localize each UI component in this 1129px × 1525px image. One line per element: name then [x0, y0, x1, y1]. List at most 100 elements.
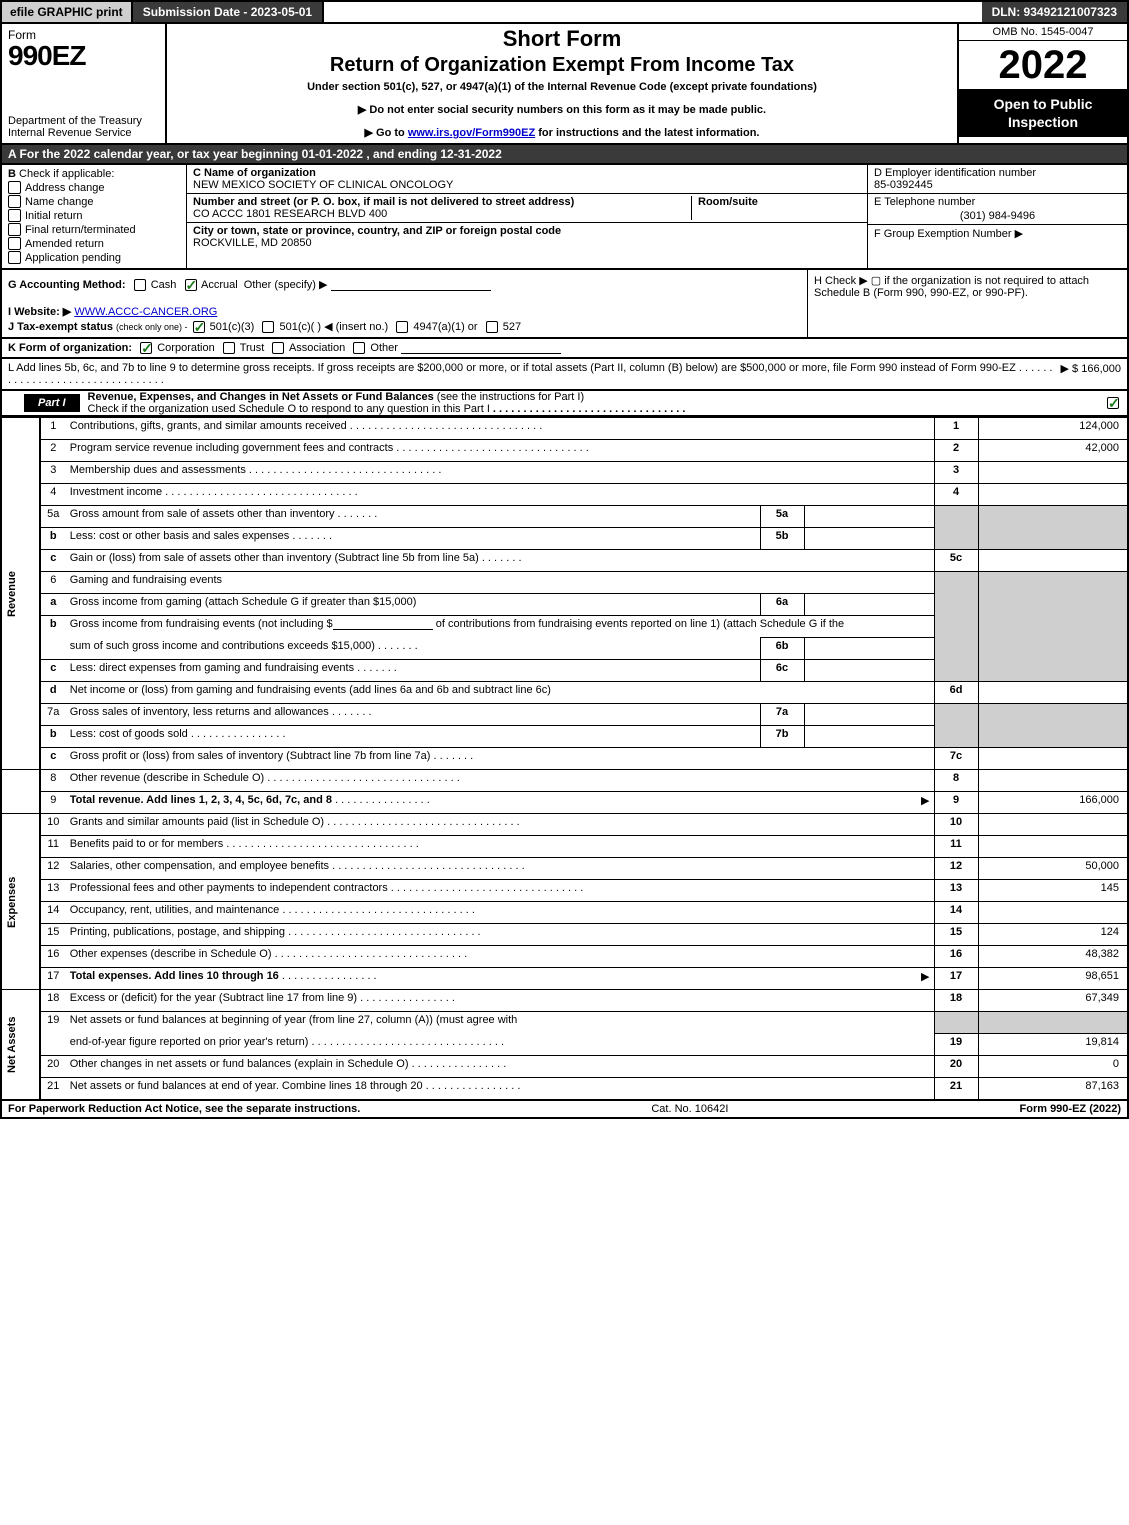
l6b-n: b [40, 616, 66, 660]
checkbox-address-change[interactable] [8, 181, 21, 194]
return-title: Return of Organization Exempt From Incom… [175, 54, 949, 77]
footer-right-pre: Form [1020, 1103, 1051, 1115]
l6a-n: a [40, 594, 66, 616]
k-other-input[interactable] [401, 342, 561, 354]
l7a-n: 7a [40, 704, 66, 726]
l12-d: Salaries, other compensation, and employ… [70, 860, 329, 872]
goto-line: ▶ Go to www.irs.gov/Form990EZ for instru… [175, 126, 949, 139]
checkbox-name-change[interactable] [8, 195, 21, 208]
l3-rn: 3 [934, 462, 978, 484]
website-link[interactable]: WWW.ACCC-CANCER.ORG [74, 306, 217, 318]
l6c-n: c [40, 660, 66, 682]
section-c: C Name of organization NEW MEXICO SOCIET… [187, 165, 867, 268]
l6d-d: Net income or (loss) from gaming and fun… [70, 684, 551, 696]
ein-value: 85-0392445 [874, 179, 1121, 191]
l5b-d: Less: cost or other basis and sales expe… [70, 530, 290, 542]
checkbox-schedule-o[interactable] [1107, 397, 1119, 409]
l6b-blank[interactable] [333, 618, 433, 630]
l18-v: 67,349 [978, 990, 1128, 1012]
section-b: B Check if applicable: Address change Na… [2, 165, 187, 268]
footer-right-b: 990-EZ [1050, 1103, 1086, 1115]
checkbox-trust[interactable] [223, 342, 235, 354]
l6b-in: 6b [760, 638, 804, 660]
l5b-in: 5b [760, 528, 804, 550]
g-other: Other (specify) ▶ [244, 279, 328, 291]
k-label: K Form of organization: [8, 342, 132, 354]
l12-v: 50,000 [978, 858, 1128, 880]
l5c-d: Gain or (loss) from sale of assets other… [70, 552, 479, 564]
l1-v: 124,000 [978, 418, 1128, 440]
header-center: Short Form Return of Organization Exempt… [167, 24, 957, 143]
l7a-d: Gross sales of inventory, less returns a… [70, 706, 329, 718]
checkbox-corporation[interactable] [140, 342, 152, 354]
checkbox-association[interactable] [272, 342, 284, 354]
ssn-warning: ▶ Do not enter social security numbers o… [175, 103, 949, 116]
l6b-d3: sum of such gross income and contributio… [70, 640, 375, 652]
g-line: G Accounting Method: Cash Accrual Other … [8, 278, 801, 291]
opt-final-return: Final return/terminated [25, 224, 136, 236]
l2-v: 42,000 [978, 440, 1128, 462]
checkbox-accrual[interactable] [185, 279, 197, 291]
l6b-d1: Gross income from fundraising events (no… [70, 618, 333, 630]
checkbox-501c[interactable] [262, 321, 274, 333]
l2-d: Program service revenue including govern… [70, 442, 393, 454]
l18-d: Excess or (deficit) for the year (Subtra… [70, 992, 357, 1004]
l9-n: 9 [40, 792, 66, 814]
l17-rn: 17 [934, 968, 978, 990]
l5c-n: c [40, 550, 66, 572]
k-assoc: Association [289, 342, 345, 354]
org-name: NEW MEXICO SOCIETY OF CLINICAL ONCOLOGY [193, 179, 861, 191]
header-left: Form 990EZ Department of the Treasury In… [2, 24, 167, 143]
section-subtitle: Under section 501(c), 527, or 4947(a)(1)… [175, 81, 949, 93]
l5a-iv [804, 506, 934, 528]
l16-v: 48,382 [978, 946, 1128, 968]
checkbox-amended-return[interactable] [8, 237, 21, 250]
part-i-bar: Part I Revenue, Expenses, and Changes in… [0, 391, 1129, 417]
checkbox-527[interactable] [486, 321, 498, 333]
l15-d: Printing, publications, postage, and shi… [70, 926, 285, 938]
l6-d: Gaming and fundraising events [70, 574, 222, 586]
row-ghij: G Accounting Method: Cash Accrual Other … [0, 270, 1129, 339]
l10-d: Grants and similar amounts paid (list in… [70, 816, 324, 828]
checkbox-application-pending[interactable] [8, 251, 21, 264]
h-box: H Check ▶ ▢ if the organization is not r… [807, 270, 1127, 337]
e-h: E Telephone number [874, 196, 975, 208]
l6b-d2: of contributions from fundraising events… [436, 618, 844, 630]
l7c-v [978, 748, 1128, 770]
l13-d: Professional fees and other payments to … [70, 882, 388, 894]
c-city-h: City or town, state or province, country… [193, 225, 861, 237]
efile-print-button[interactable]: efile GRAPHIC print [2, 2, 133, 22]
l16-n: 16 [40, 946, 66, 968]
l5a-d: Gross amount from sale of assets other t… [70, 508, 335, 520]
checkbox-initial-return[interactable] [8, 209, 21, 222]
other-specify-input[interactable] [331, 279, 491, 291]
checkbox-501c3[interactable] [193, 321, 205, 333]
l9-arrow: ▶ [921, 794, 929, 807]
department-label: Department of the Treasury Internal Reve… [8, 115, 159, 139]
checkbox-cash[interactable] [134, 279, 146, 291]
opt-amended-return: Amended return [25, 238, 104, 250]
l4-rn: 4 [934, 484, 978, 506]
expenses-side-label: Expenses [1, 814, 40, 990]
cdef-wrap: C Name of organization NEW MEXICO SOCIET… [187, 165, 1127, 268]
checkbox-4947[interactable] [396, 321, 408, 333]
l14-rn: 14 [934, 902, 978, 924]
l11-n: 11 [40, 836, 66, 858]
block-bcdef: B Check if applicable: Address change Na… [0, 165, 1129, 270]
c-street-h: Number and street (or P. O. box, if mail… [193, 196, 691, 208]
l7c-n: c [40, 748, 66, 770]
row-a-tax-year: A For the 2022 calendar year, or tax yea… [0, 145, 1129, 165]
j-c: 4947(a)(1) or [413, 321, 477, 333]
j-d: 527 [503, 321, 521, 333]
opt-initial-return: Initial return [25, 210, 82, 222]
l8-n: 8 [40, 770, 66, 792]
irs-link[interactable]: www.irs.gov/Form990EZ [408, 127, 535, 139]
main-table: Revenue 1 Contributions, gifts, grants, … [0, 417, 1129, 1101]
checkbox-final-return[interactable] [8, 223, 21, 236]
k-corp: Corporation [157, 342, 214, 354]
checkbox-other[interactable] [353, 342, 365, 354]
f-h: F Group Exemption Number ▶ [874, 228, 1023, 240]
l21-d: Net assets or fund balances at end of ye… [70, 1080, 423, 1092]
l10-v [978, 814, 1128, 836]
top-bar: efile GRAPHIC print Submission Date - 20… [0, 0, 1129, 22]
